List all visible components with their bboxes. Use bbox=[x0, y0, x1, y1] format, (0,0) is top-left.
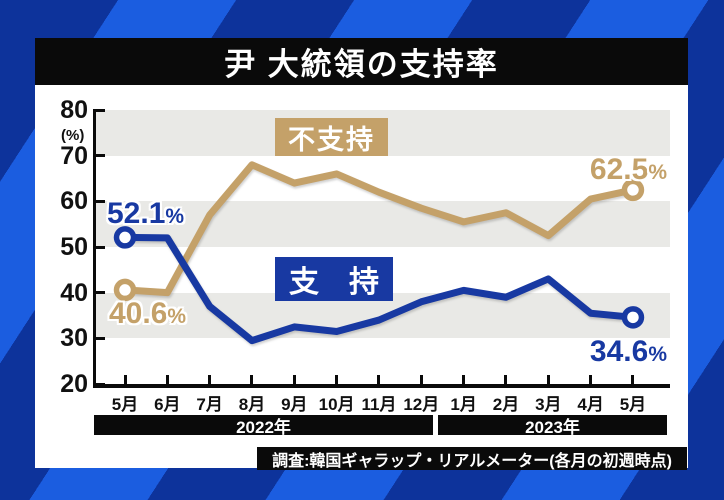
y-axis-label: 70 bbox=[60, 141, 88, 170]
data-point-circle bbox=[113, 226, 137, 249]
x-axis-tick bbox=[250, 375, 254, 384]
y-axis-label: 80 bbox=[60, 96, 88, 124]
y-axis-label: 20 bbox=[60, 370, 88, 398]
y-axis-label: 30 bbox=[60, 324, 88, 353]
x-axis-label: 5月 bbox=[111, 395, 139, 414]
y-axis-tick bbox=[93, 336, 105, 340]
source-bar: 調査:韓国ギャラップ・リアルメーター(各月の初週時点) bbox=[257, 447, 687, 470]
chart-title-bar: 尹 大統領の支持率 bbox=[35, 38, 688, 85]
x-axis-label: 5月 bbox=[619, 395, 647, 414]
x-axis-tick bbox=[123, 375, 127, 384]
disapproval-line bbox=[121, 161, 637, 297]
data-point-circle bbox=[621, 306, 645, 329]
approval-line bbox=[121, 233, 637, 345]
legend-disapproval-badge: 不支持 bbox=[275, 118, 388, 156]
x-axis-label: 7月 bbox=[196, 395, 223, 414]
data-point-circle bbox=[113, 278, 137, 302]
x-axis-label: 3月 bbox=[535, 395, 562, 414]
annotation-approval-end: 34.6% bbox=[589, 335, 667, 368]
y-axis-label: 50 bbox=[60, 233, 88, 261]
legend-approval-badge: 支 持 bbox=[275, 257, 393, 301]
x-axis-label: 9月 bbox=[281, 395, 308, 414]
x-axis-tick bbox=[589, 375, 593, 384]
x-axis-tick bbox=[335, 375, 339, 384]
x-axis-label: 1月 bbox=[450, 395, 477, 414]
x-axis-label: 12月 bbox=[403, 395, 440, 414]
source-text: 調査:韓国ギャラップ・リアルメーター(各月の初週時点) bbox=[272, 452, 672, 470]
y-axis-tick bbox=[93, 154, 105, 158]
year-bar-2023: 2023年 bbox=[438, 415, 667, 437]
x-axis-tick bbox=[546, 375, 550, 384]
x-axis-tick bbox=[208, 375, 212, 384]
x-axis-tick bbox=[292, 375, 296, 384]
x-axis-line bbox=[93, 384, 670, 388]
y-axis-tick bbox=[93, 245, 105, 249]
x-axis-label: 8月 bbox=[238, 395, 266, 414]
chart-panel: 80 70 60 50 40 30 20 (%) 5月 6月 7月 8月 9月 10月 11月 12月 1月… bbox=[35, 85, 688, 468]
x-axis-label: 10月 bbox=[318, 395, 355, 414]
x-axis-tick bbox=[377, 375, 381, 384]
y-axis-label: 60 bbox=[60, 187, 88, 216]
x-axis-label: 11月 bbox=[361, 395, 397, 414]
y-axis-tick bbox=[93, 199, 105, 203]
annotation-approval-start: 52.1% bbox=[107, 197, 185, 230]
x-axis-tick bbox=[504, 375, 508, 384]
legend-disapproval-label: 不支持 bbox=[288, 124, 375, 155]
page-title: 尹 大統領の支持率 bbox=[224, 47, 499, 82]
x-axis-tick bbox=[419, 375, 423, 384]
x-axis-tick bbox=[631, 375, 635, 384]
x-axis-tick bbox=[165, 375, 169, 384]
x-axis-label: 4月 bbox=[577, 395, 604, 414]
y-axis-tick bbox=[93, 291, 105, 295]
y-axis-label: 40 bbox=[60, 278, 88, 307]
x-axis-tick bbox=[462, 375, 466, 384]
x-axis-label: 2月 bbox=[492, 395, 520, 414]
line-chart bbox=[113, 161, 645, 345]
x-axis-label: 6月 bbox=[154, 395, 181, 414]
data-point-circle bbox=[621, 178, 645, 202]
annotation-disapproval-start: 40.6% bbox=[109, 297, 187, 330]
legend-approval-label: 支 持 bbox=[289, 266, 379, 299]
y-axis-unit-label: (%) bbox=[61, 127, 85, 144]
y-axis-line bbox=[93, 110, 96, 387]
y-axis-tick bbox=[93, 108, 105, 112]
annotation-disapproval-end: 62.5% bbox=[589, 153, 667, 186]
year-bar-2022: 2022年 bbox=[94, 415, 433, 437]
